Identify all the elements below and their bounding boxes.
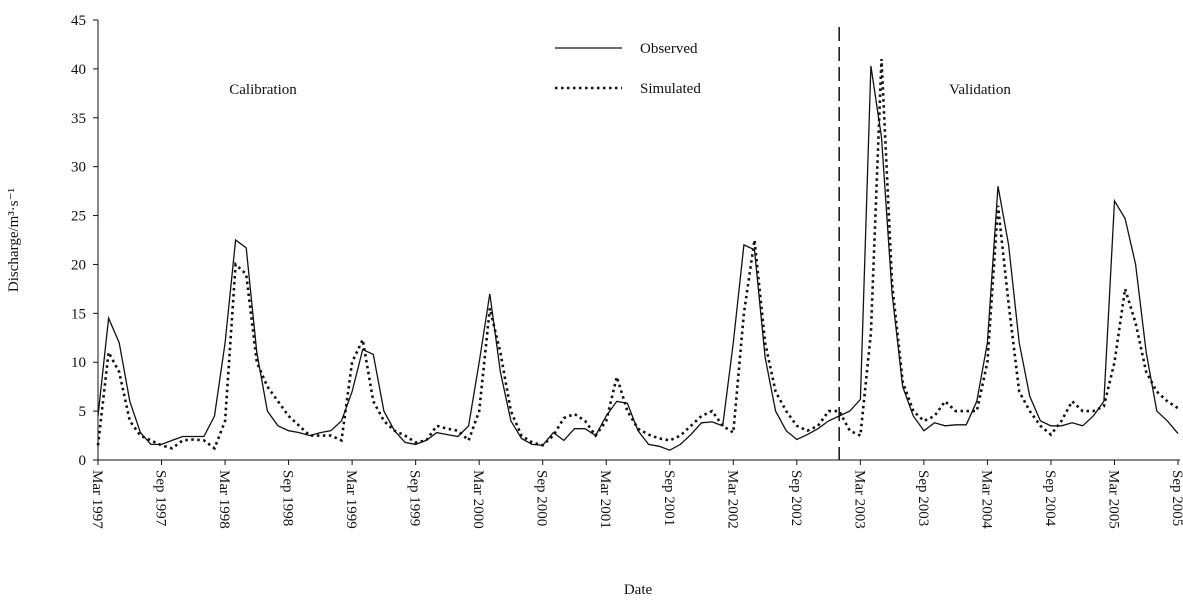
x-tick-label: Mar 1999 [343,470,359,529]
y-tick-label: 0 [79,453,87,469]
legend-label: Observed [640,41,698,57]
x-tick-label: Mar 1998 [216,470,232,529]
x-tick-label: Mar 1997 [89,470,105,529]
y-axis-label: Discharge/m³·s⁻¹ [6,188,22,292]
x-tick-label: Sep 2005 [1169,470,1183,526]
annotation: Calibration [229,82,297,98]
x-tick-label: Sep 2002 [788,470,804,526]
x-axis-label: Date [624,582,653,598]
x-tick-label: Mar 2004 [978,470,994,529]
x-tick-label: Mar 2002 [724,470,740,529]
y-tick-label: 30 [71,160,86,176]
x-tick-label: Sep 2001 [661,470,677,526]
y-tick-label: 45 [71,13,86,29]
x-tick-label: Sep 1998 [280,470,296,526]
x-tick-label: Sep 1997 [153,470,169,527]
x-tick-label: Mar 2003 [851,470,867,529]
y-tick-label: 40 [71,62,86,78]
y-tick-label: 15 [71,306,86,322]
series-line [96,59,1179,451]
annotation: Validation [949,82,1011,98]
x-tick-label: Sep 2004 [1042,470,1058,527]
x-tick-label: Mar 2005 [1105,470,1121,529]
y-tick-label: 20 [71,257,86,273]
x-tick-label: Sep 2003 [915,470,931,526]
y-tick-label: 5 [79,404,87,420]
y-tick-label: 10 [71,355,86,371]
x-tick-label: Mar 2001 [597,470,613,529]
x-tick-label: Mar 2000 [470,470,486,529]
y-tick-label: 35 [71,111,86,127]
legend-label: Simulated [640,81,701,97]
x-tick-label: Sep 2000 [534,470,550,526]
y-tick-label: 25 [71,209,86,225]
series-line [97,65,1179,451]
x-tick-label: Sep 1999 [407,470,423,526]
